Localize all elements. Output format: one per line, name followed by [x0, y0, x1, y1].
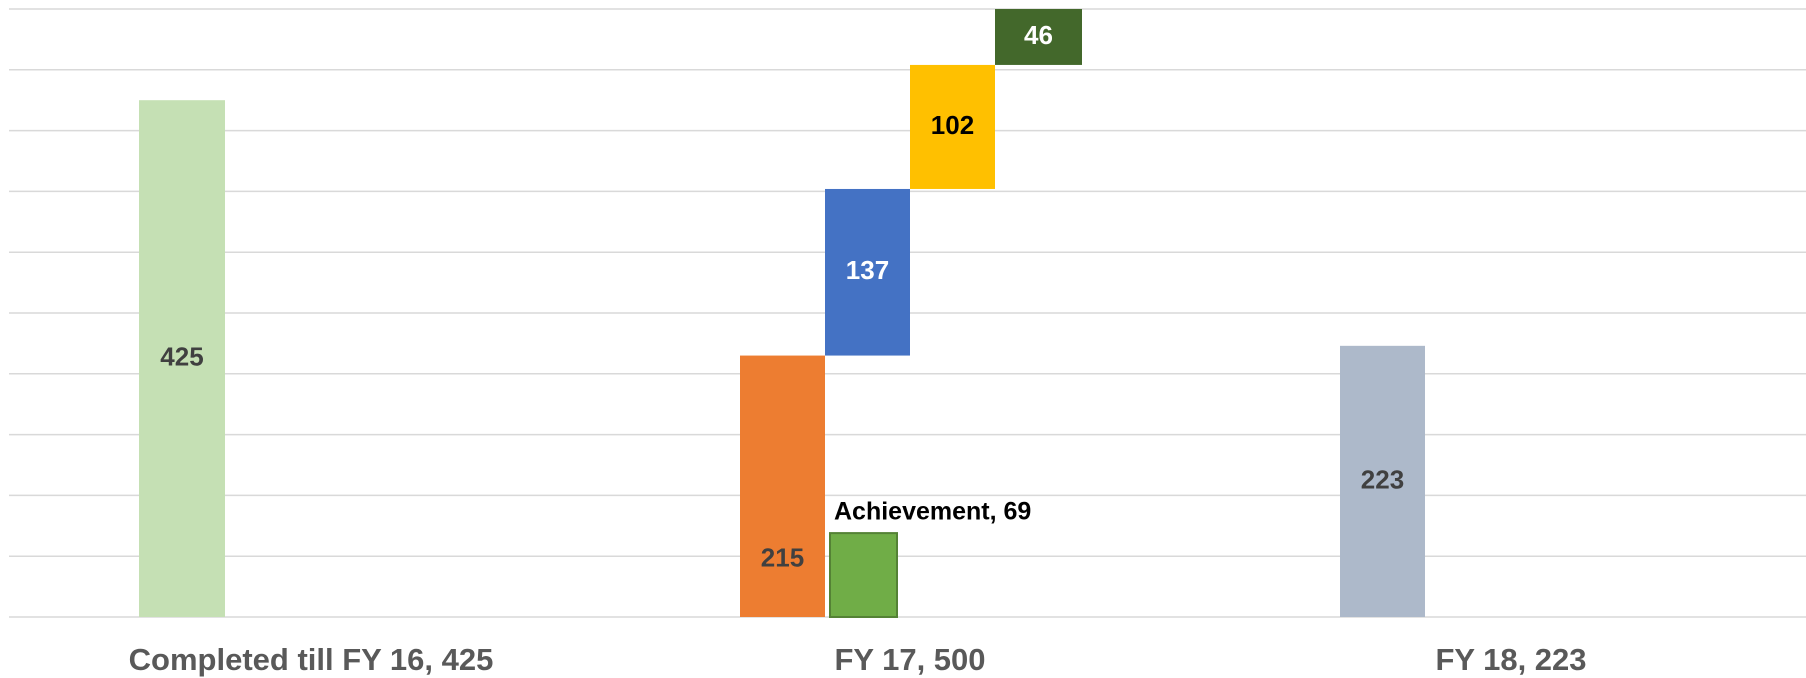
- x-tick-label: FY 18, 223: [1435, 642, 1586, 677]
- bar: [910, 64, 995, 189]
- bar: [139, 100, 225, 617]
- data-label: 102: [931, 110, 974, 140]
- bar: [995, 9, 1082, 65]
- x-tick-label: FY 17, 500: [834, 642, 985, 677]
- data-label: 425: [160, 341, 203, 371]
- bar: [1340, 345, 1425, 617]
- bar: [825, 188, 910, 356]
- data-label: 215: [761, 542, 804, 572]
- data-label: Achievement, 69: [834, 498, 1031, 526]
- bar: [740, 355, 825, 617]
- x-tick-label: Completed till FY 16, 425: [129, 642, 494, 677]
- data-label: 223: [1361, 464, 1404, 494]
- data-label: 137: [846, 255, 889, 285]
- bar: [829, 532, 898, 619]
- data-label: 46: [1024, 20, 1053, 50]
